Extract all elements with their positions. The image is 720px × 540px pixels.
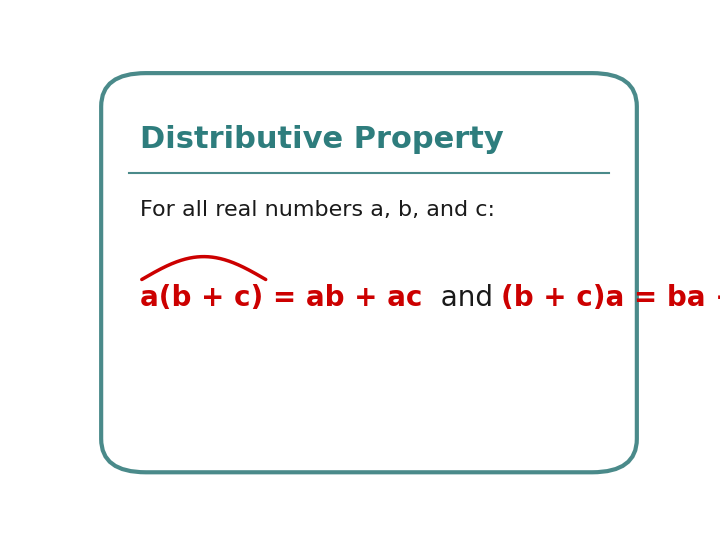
Text: (b + c)a = ba + bc): (b + c)a = ba + bc) [501, 284, 720, 312]
Text: For all real numbers a, b, and c:: For all real numbers a, b, and c: [140, 200, 495, 220]
Text: Distributive Property: Distributive Property [140, 125, 504, 154]
FancyBboxPatch shape [101, 73, 637, 472]
Text: and: and [423, 284, 501, 312]
Text: a(b + c) = ab + ac: a(b + c) = ab + ac [140, 284, 423, 312]
